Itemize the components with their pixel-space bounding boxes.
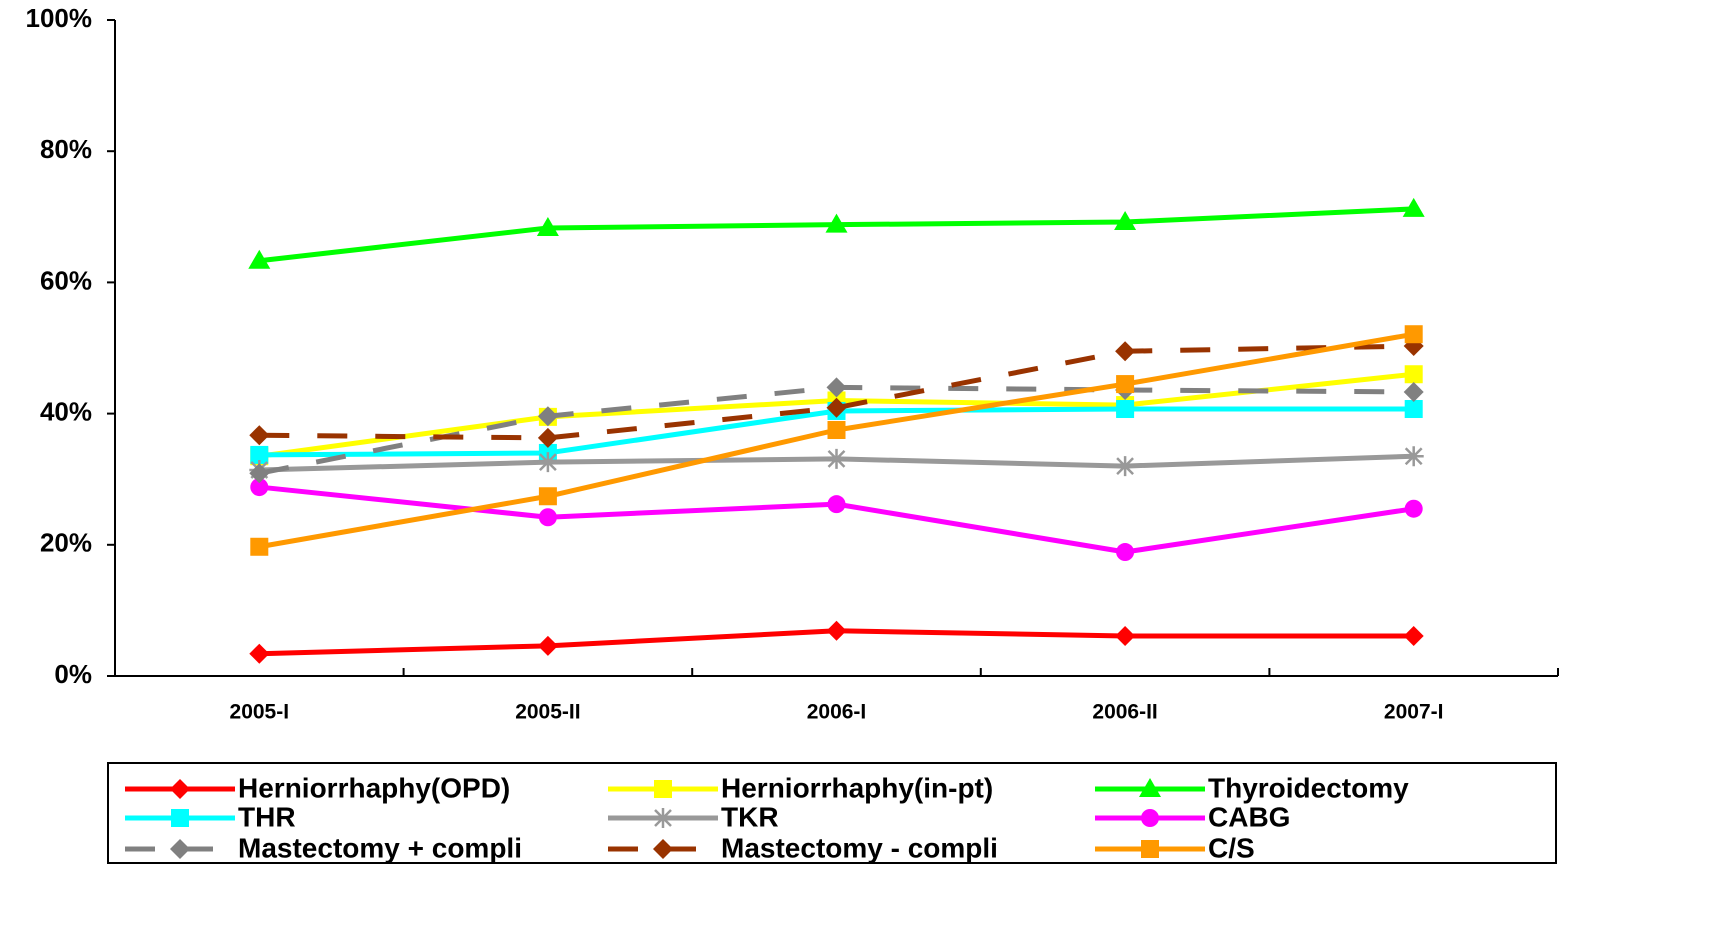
marker <box>1116 543 1135 562</box>
marker <box>1403 446 1424 467</box>
marker <box>538 508 557 527</box>
legend-box <box>107 762 1557 864</box>
y-tick-label: 60% <box>40 265 92 295</box>
marker <box>249 643 270 664</box>
marker <box>827 421 846 439</box>
marker <box>537 635 558 656</box>
marker <box>1403 625 1424 646</box>
marker <box>537 406 558 427</box>
y-tick-label: 40% <box>40 396 92 426</box>
y-tick-label: 80% <box>40 134 92 164</box>
x-tick-label: 2006-II <box>1092 701 1157 724</box>
marker <box>827 495 846 514</box>
marker <box>826 377 847 398</box>
marker <box>1114 211 1137 231</box>
marker <box>654 780 672 798</box>
marker <box>248 249 271 269</box>
legend-label: THR <box>238 801 296 832</box>
marker <box>1404 325 1423 344</box>
marker <box>1404 365 1423 384</box>
legend-label: Mastectomy - compli <box>721 832 998 863</box>
x-tick-label: 2005-II <box>515 701 580 724</box>
y-tick-label: 100% <box>26 3 93 33</box>
marker <box>1115 341 1136 362</box>
legend-label: Herniorrhaphy(in-pt) <box>721 772 993 803</box>
legend-label: CABG <box>1208 801 1290 832</box>
y-tick-label: 0% <box>54 659 92 689</box>
marker <box>1402 197 1425 217</box>
legend-label: Thyroidectomy <box>1208 772 1409 803</box>
marker <box>1116 375 1135 394</box>
legend-label: Mastectomy + compli <box>238 832 522 863</box>
marker <box>250 537 269 556</box>
legend-label: C/S <box>1208 832 1255 863</box>
marker <box>537 452 558 473</box>
marker <box>170 839 190 859</box>
x-tick-label: 2007-I <box>1384 701 1444 724</box>
marker <box>1404 400 1423 419</box>
marker <box>170 779 190 799</box>
marker <box>536 216 559 236</box>
marker <box>653 808 673 828</box>
marker <box>653 839 673 859</box>
marker <box>1139 778 1161 797</box>
marker <box>826 397 847 418</box>
marker <box>250 478 269 497</box>
series-line <box>259 343 1414 441</box>
marker <box>1141 809 1159 827</box>
marker <box>1403 381 1424 402</box>
marker <box>1115 456 1136 477</box>
marker <box>538 487 557 506</box>
marker <box>537 427 558 448</box>
x-tick-label: 2005-I <box>230 701 290 724</box>
marker <box>249 463 270 484</box>
marker <box>1141 840 1159 858</box>
marker <box>826 448 847 469</box>
marker <box>250 445 269 464</box>
marker <box>249 425 270 446</box>
marker <box>825 213 848 233</box>
marker <box>1404 499 1423 518</box>
marker <box>826 620 847 641</box>
marker <box>171 809 189 827</box>
marker <box>1115 625 1136 646</box>
legend-label: TKR <box>721 801 779 832</box>
marker <box>1116 400 1135 419</box>
legend-label: Herniorrhaphy(OPD) <box>238 772 510 803</box>
y-tick-label: 20% <box>40 528 92 558</box>
x-tick-label: 2006-I <box>807 701 867 724</box>
